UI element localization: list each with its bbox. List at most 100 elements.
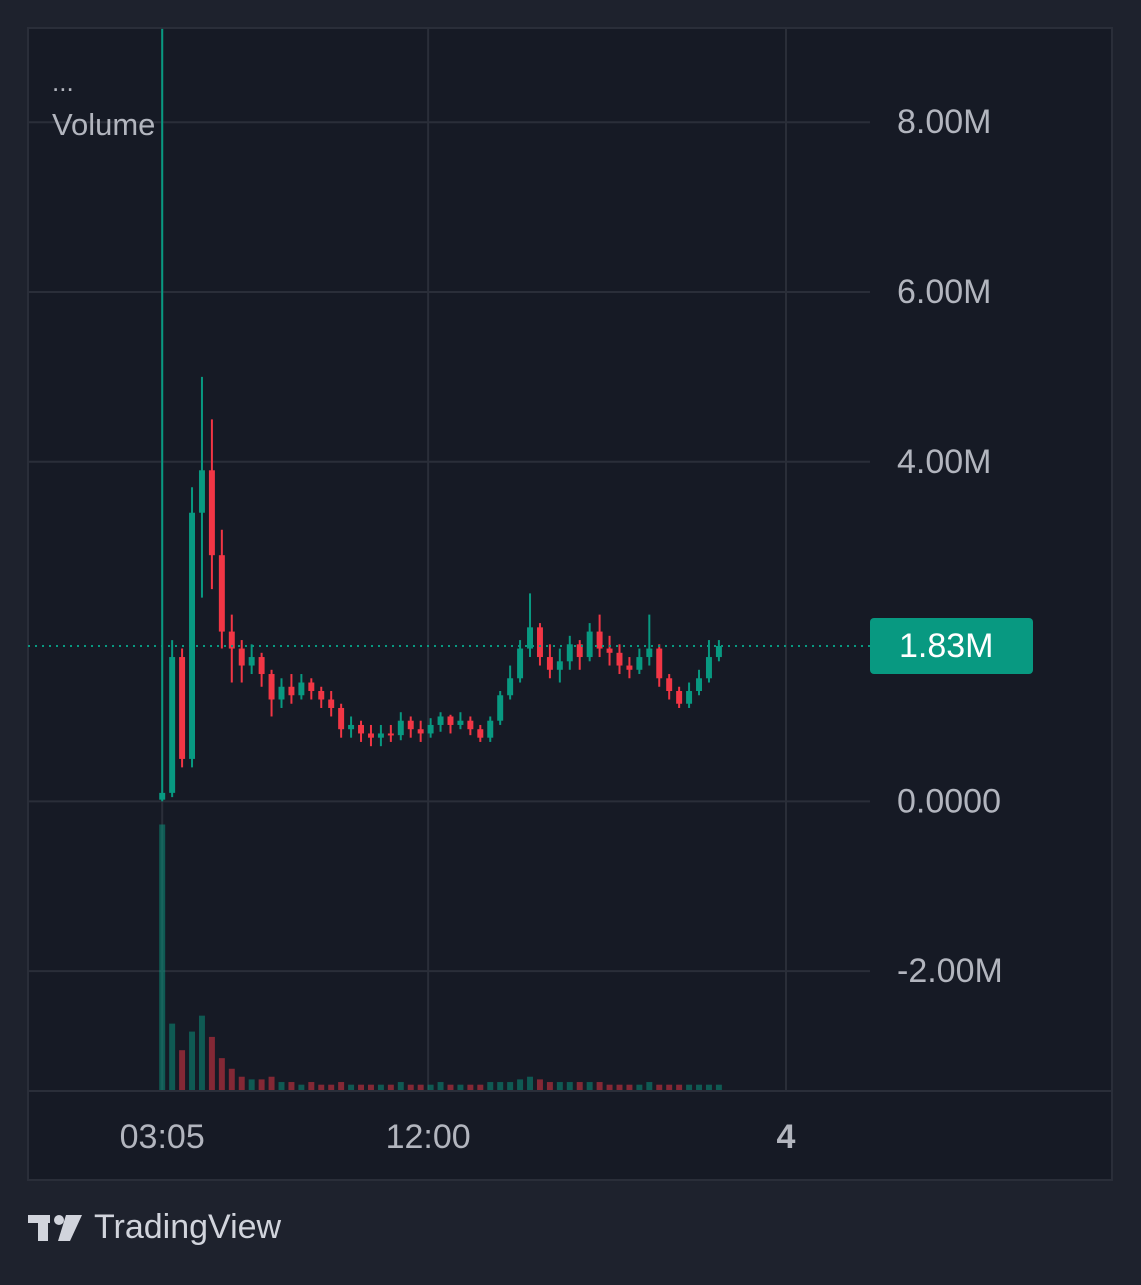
candle-body xyxy=(268,674,275,700)
volume-bar xyxy=(427,1084,434,1090)
volume-bar xyxy=(666,1084,673,1090)
chart-frame xyxy=(27,27,1113,1181)
volume-bar xyxy=(189,1031,196,1090)
volume-bar xyxy=(576,1082,583,1090)
candle-body xyxy=(497,695,504,721)
y-tick-label: 8.00M xyxy=(897,103,992,141)
volume-bar xyxy=(696,1084,702,1090)
candle-body xyxy=(338,707,345,730)
volume-bar xyxy=(358,1084,365,1090)
volume-bar xyxy=(179,1050,186,1090)
volume-bar xyxy=(198,1015,205,1090)
candle-body xyxy=(179,657,186,759)
candle-body xyxy=(626,665,633,670)
volume-bar xyxy=(298,1084,305,1090)
volume-bar xyxy=(367,1084,374,1090)
volume-bar xyxy=(596,1082,603,1090)
volume-bar xyxy=(586,1082,593,1090)
x-tick-label: 03:05 xyxy=(120,1118,205,1156)
volume-bar xyxy=(517,1079,524,1090)
candle-body xyxy=(715,646,722,658)
volume-bar xyxy=(546,1082,553,1090)
candle-body xyxy=(517,648,524,679)
candle-body xyxy=(238,648,245,666)
volume-bar xyxy=(268,1076,275,1090)
candle-body xyxy=(487,720,494,738)
candle-body xyxy=(248,657,255,666)
candle-body xyxy=(318,691,325,700)
candle-body xyxy=(536,627,543,658)
volume-bar xyxy=(387,1084,394,1090)
candle-body xyxy=(169,657,176,793)
legend-more[interactable]: ... xyxy=(52,67,74,97)
volume-bar xyxy=(248,1079,255,1090)
candle-body xyxy=(298,682,305,696)
candle-body xyxy=(278,686,285,700)
candle-body xyxy=(566,644,573,662)
candle-body xyxy=(159,792,166,800)
candle-body xyxy=(576,644,583,658)
volume-bar xyxy=(467,1084,474,1090)
candle-body xyxy=(606,648,613,653)
candle-body xyxy=(586,631,593,658)
candle-body xyxy=(258,657,265,675)
candle-body xyxy=(556,661,563,670)
volume-bar xyxy=(497,1082,504,1090)
legend-title: Volume xyxy=(52,107,155,142)
volume-bar xyxy=(437,1082,444,1090)
candle-body xyxy=(527,627,534,649)
candle-body xyxy=(447,716,454,725)
last-price-box xyxy=(870,618,1033,675)
volume-bar xyxy=(407,1084,414,1090)
candle-body xyxy=(596,631,603,649)
volume-bar xyxy=(417,1084,424,1090)
candle-body xyxy=(467,720,474,730)
candle-body xyxy=(228,631,235,649)
volume-bar xyxy=(705,1084,712,1090)
candle-body xyxy=(397,720,404,736)
volume-bar xyxy=(636,1084,643,1090)
candle-body xyxy=(198,470,205,513)
axes: -2.00M 0.0000 4.00M 6.00M 8.00M 03:05 12:00 4 1.… xyxy=(120,103,1033,1156)
x-tick-label: 12:00 xyxy=(386,1118,471,1156)
volume-bar xyxy=(676,1084,683,1090)
volume-bar xyxy=(318,1084,325,1090)
volume-bar xyxy=(715,1084,722,1090)
candle-body xyxy=(696,678,702,692)
volume-bar xyxy=(656,1084,663,1090)
candle-body xyxy=(705,657,712,679)
plot xyxy=(28,28,870,1090)
volume-bar xyxy=(377,1084,384,1090)
candle-body xyxy=(387,733,394,736)
candle-body xyxy=(666,678,673,692)
y-tick-label: -2.00M xyxy=(897,952,1003,990)
candle-body xyxy=(377,733,384,738)
candle-body xyxy=(208,470,215,556)
volume-bar xyxy=(288,1082,295,1090)
candle-body xyxy=(477,729,484,738)
candle-body xyxy=(686,691,693,704)
candle-body xyxy=(189,512,196,759)
y-tick-label: 0.0000 xyxy=(897,782,1001,820)
brand-logo xyxy=(28,1215,82,1241)
volume-bar xyxy=(507,1082,514,1090)
volume-bar xyxy=(328,1084,335,1090)
candle-body xyxy=(656,648,663,679)
volume-bar xyxy=(686,1084,693,1090)
candle-body xyxy=(457,720,464,725)
volume-bar xyxy=(338,1082,345,1090)
candle-body xyxy=(507,678,514,696)
candle-body xyxy=(636,657,643,670)
volume-bar xyxy=(566,1082,573,1090)
volume-bar xyxy=(258,1079,265,1090)
candle-body xyxy=(348,724,355,730)
candle-body xyxy=(616,652,623,666)
candle-body xyxy=(676,691,683,704)
candle-body xyxy=(367,733,374,738)
candle-body xyxy=(546,657,553,670)
volume-bar xyxy=(228,1068,235,1090)
volume-bar xyxy=(348,1084,355,1090)
volume-bar xyxy=(646,1082,653,1090)
candle-body xyxy=(288,686,295,696)
